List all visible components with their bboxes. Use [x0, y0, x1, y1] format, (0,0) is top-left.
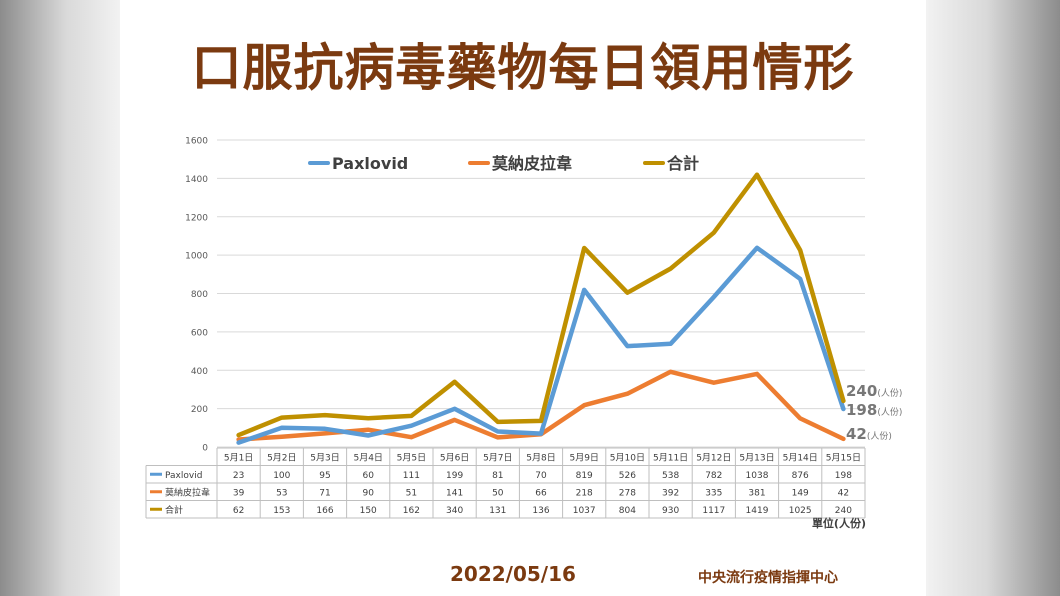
slide-panel: 口服抗病毒藥物每日領用情形 2022/05/16 中央流行疫情指揮中心 — [120, 0, 926, 596]
data-label: 392 — [662, 489, 679, 499]
data-label: 95 — [319, 471, 330, 481]
data-label: 819 — [576, 471, 593, 481]
data-label: 218 — [576, 489, 593, 499]
data-label: 90 — [362, 489, 374, 499]
legend-label: Paxlovid — [332, 154, 408, 173]
legend-label: 莫納皮拉韋 — [491, 154, 572, 173]
y-tick-label: 200 — [191, 405, 208, 415]
data-label: 340 — [446, 506, 463, 516]
data-label: 1117 — [702, 506, 725, 516]
y-tick-label: 800 — [191, 290, 208, 300]
data-label: 51 — [406, 489, 417, 499]
data-label: 240 — [835, 506, 852, 516]
category-label: 5月2日 — [267, 453, 296, 464]
series-line — [236, 172, 846, 438]
table-series-label: 合計 — [165, 504, 183, 516]
category-label: 5月9日 — [569, 453, 598, 464]
data-label: 71 — [319, 489, 330, 499]
data-label: 66 — [535, 489, 547, 499]
data-label: 39 — [233, 489, 245, 499]
y-tick-label: 1400 — [185, 175, 208, 185]
category-label: 5月13日 — [739, 453, 774, 464]
y-tick-label: 1200 — [185, 213, 208, 223]
data-label: 100 — [273, 471, 290, 481]
data-label: 150 — [360, 506, 377, 516]
data-label: 804 — [619, 506, 636, 516]
data-label: 199 — [446, 471, 463, 481]
data-label: 198 — [835, 471, 852, 481]
data-label: 335 — [705, 489, 722, 499]
category-label: 5月12日 — [696, 453, 731, 464]
data-label: 23 — [233, 471, 244, 481]
data-label: 50 — [492, 489, 504, 499]
page-title: 口服抗病毒藥物每日領用情形 — [191, 39, 855, 97]
data-label: 149 — [792, 489, 809, 499]
end-label: 198(人份) — [846, 401, 902, 419]
category-label: 5月15日 — [826, 453, 861, 464]
data-label: 538 — [662, 471, 679, 481]
data-label: 81 — [492, 471, 503, 481]
data-label: 53 — [276, 489, 287, 499]
series-line — [236, 245, 846, 445]
data-label: 111 — [403, 471, 420, 481]
category-label: 5月6日 — [440, 453, 469, 464]
data-label: 526 — [619, 471, 636, 481]
data-label: 136 — [532, 506, 549, 516]
end-label: 42(人份) — [846, 425, 892, 443]
y-tick-label: 1600 — [185, 137, 208, 147]
footer-date: 2022/05/16 — [450, 562, 576, 586]
footer-org: 中央流行疫情指揮中心 — [698, 570, 838, 586]
data-label: 141 — [446, 489, 463, 499]
data-label: 930 — [662, 506, 679, 516]
category-label: 5月5日 — [397, 453, 426, 464]
data-label: 153 — [273, 506, 290, 516]
data-label: 1419 — [746, 506, 769, 516]
data-label: 42 — [838, 489, 849, 499]
table-series-label: 莫納皮拉韋 — [165, 487, 210, 499]
category-label: 5月11日 — [653, 453, 688, 464]
data-label: 166 — [316, 506, 333, 516]
category-label: 5月7日 — [483, 453, 512, 464]
category-label: 5月14日 — [783, 453, 818, 464]
legend-label: 合計 — [667, 154, 699, 173]
category-label: 5月3日 — [310, 453, 339, 464]
data-label: 278 — [619, 489, 636, 499]
left-background — [0, 0, 120, 596]
category-label: 5月1日 — [224, 453, 253, 464]
y-tick-label: 600 — [191, 328, 208, 338]
right-background — [926, 0, 1060, 596]
y-tick-label: 1000 — [185, 252, 208, 262]
table-series-label: Paxlovid — [165, 471, 202, 481]
data-label: 782 — [705, 471, 722, 481]
category-label: 5月4日 — [353, 453, 382, 464]
unit-note: 單位(人份) — [812, 516, 866, 530]
data-label: 62 — [233, 506, 244, 516]
category-label: 5月8日 — [526, 453, 555, 464]
category-label: 5月10日 — [610, 453, 645, 464]
y-tick-label: 0 — [202, 444, 208, 454]
y-tick-label: 400 — [191, 367, 208, 377]
data-label: 60 — [362, 471, 374, 481]
data-label: 162 — [403, 506, 420, 516]
data-label: 131 — [489, 506, 506, 516]
data-label: 1025 — [789, 506, 812, 516]
data-label: 1037 — [573, 506, 596, 516]
data-label: 70 — [535, 471, 547, 481]
data-label: 1038 — [746, 471, 769, 481]
data-label: 876 — [792, 471, 809, 481]
end-label: 240(人份) — [846, 382, 902, 400]
data-label: 381 — [748, 489, 765, 499]
